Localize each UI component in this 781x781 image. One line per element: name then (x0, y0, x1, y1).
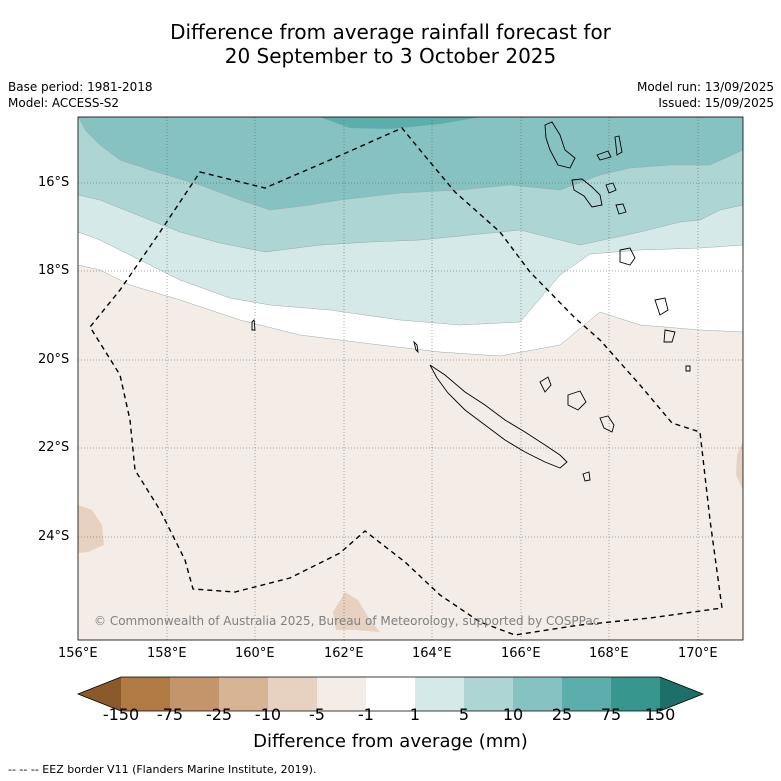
issued-text: Issued: 15/09/2025 (658, 96, 774, 110)
colorbar-tick-label: -75 (156, 705, 184, 724)
colorbar-title: Difference from average (mm) (253, 731, 528, 752)
base-period-text: Base period: 1981-2018 (8, 80, 153, 94)
lon-label: 170°E (678, 646, 718, 661)
vanuatu-island-a (596, 150, 612, 161)
rainfall-field (78, 117, 743, 640)
colorbar-tick-label: 5 (458, 705, 470, 724)
colorbar-segment (170, 677, 219, 711)
lon-label: 166°E (501, 646, 541, 661)
lon-label: 164°E (412, 646, 452, 661)
vanuatu-island-e (663, 329, 676, 343)
map-frame (77, 116, 744, 641)
colorbar-segment (317, 677, 366, 711)
lat-label: 16°S (38, 175, 70, 190)
band-25-to-75 (320, 117, 480, 129)
colorbar-tick-label: 1 (409, 705, 421, 724)
map-title-line-2: 20 September to 3 October 2025 (224, 44, 557, 68)
lat-label: 22°S (38, 440, 70, 455)
map-title-line-1: Difference from average rainfall forecas… (170, 20, 611, 44)
colorbar-segment (513, 677, 562, 711)
vanuatu-island-d (654, 297, 669, 316)
patch-drier-south (333, 592, 380, 632)
model-run-text: Model run: 13/09/2025 (636, 80, 774, 94)
lon-label: 156°E (58, 646, 98, 661)
patch-drier-west (78, 505, 104, 553)
new-caledonia-island (429, 364, 568, 469)
coastlines (251, 121, 691, 482)
colorbar-tick-label: -25 (205, 705, 233, 724)
lon-label: 162°E (324, 646, 364, 661)
eez-legend-note: -- -- -- EEZ border V11 (Flanders Marine… (8, 763, 317, 776)
colorbar-tick-label: -150 (102, 705, 140, 724)
chesterfield-reef (251, 319, 256, 331)
vanuatu-island-b (605, 182, 617, 194)
lat-label: 20°S (38, 352, 70, 367)
vanuatu-island-c (615, 203, 627, 215)
colorbar-segment (366, 677, 415, 711)
contour-lines (78, 129, 743, 357)
lat-label: 18°S (38, 263, 70, 278)
colorbar-tick-label: 75 (600, 705, 622, 724)
patch-drier-east (736, 440, 743, 490)
lon-label: 168°E (589, 646, 629, 661)
lon-label: 160°E (235, 646, 275, 661)
loyalty-island-1 (539, 376, 552, 393)
lon-label: 158°E (147, 646, 187, 661)
colorbar-tick-label: 10 (502, 705, 524, 724)
colorbar-extend-low (78, 677, 121, 711)
band-10-to-25 (78, 117, 743, 210)
colorbar-segment (219, 677, 268, 711)
vanuatu-tanna (619, 247, 636, 266)
colorbar-tick-label: 25 (551, 705, 573, 724)
vanuatu-malakula (571, 178, 603, 208)
colorbar-extend-high (660, 677, 703, 711)
colorbar-segment (121, 677, 170, 711)
colorbar-tick-label: -5 (309, 705, 325, 724)
belep-islands (413, 340, 419, 354)
vanuatu-pentecost (614, 135, 623, 156)
loyalty-island-2 (567, 390, 587, 411)
colorbar-tick-label: -1 (358, 705, 374, 724)
colorbar-segment (464, 677, 513, 711)
colorbar-tick-label: -10 (254, 705, 282, 724)
loyalty-island-3 (599, 415, 615, 433)
lat-label: 24°S (38, 529, 70, 544)
model-text: Model: ACCESS-S2 (8, 96, 120, 110)
gridlines (78, 117, 743, 640)
isle-of-pines (582, 471, 591, 482)
colorbar-segment (268, 677, 317, 711)
colorbar (76, 676, 705, 712)
colorbar-segment (562, 677, 611, 711)
colorbar-segment (415, 677, 464, 711)
colorbar-segment (611, 677, 660, 711)
colorbar-tick-label: 150 (644, 705, 676, 724)
vanuatu-espiritu-santo (544, 121, 576, 169)
copyright-notice: © Commonwealth of Australia 2025, Bureau… (94, 614, 600, 628)
matthew-island (685, 365, 691, 372)
